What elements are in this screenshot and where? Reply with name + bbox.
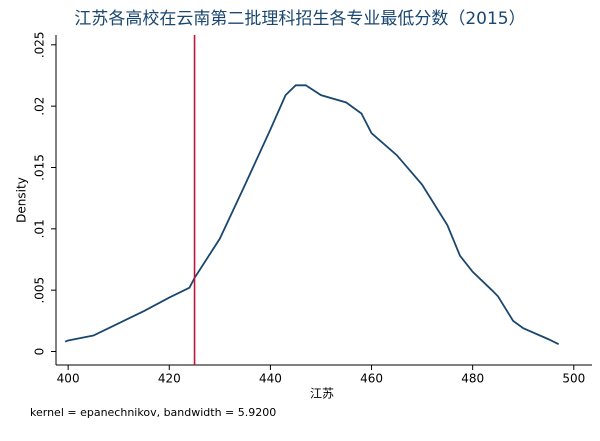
x-tick-label: 420 <box>158 372 181 386</box>
y-tick-label: .005 <box>33 277 47 304</box>
x-tick-label: 460 <box>360 372 383 386</box>
x-tick-label: 500 <box>562 372 585 386</box>
y-tick-label: .01 <box>33 219 47 238</box>
note: kernel = epanechnikov, bandwidth = 5.920… <box>30 406 276 419</box>
x-tick-label: 440 <box>259 372 282 386</box>
x-tick-label: 400 <box>57 372 80 386</box>
y-tick-label: .015 <box>33 154 47 181</box>
chart-title: 江苏各高校在云南第二批理科招生各专业最低分数（2015） <box>74 9 525 29</box>
y-axis-label: Density <box>15 177 29 223</box>
y-tick-label: .02 <box>33 97 47 116</box>
y-tick-label: 0 <box>33 348 47 356</box>
density-line <box>64 84 560 345</box>
x-tick-label: 480 <box>461 372 484 386</box>
y-tick-label: .025 <box>33 31 47 58</box>
x-axis-label: 江苏 <box>310 387 334 401</box>
